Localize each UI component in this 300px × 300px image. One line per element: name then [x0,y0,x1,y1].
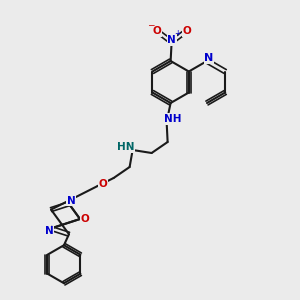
Text: O: O [152,26,161,36]
Text: N: N [167,35,176,45]
Text: O: O [81,214,89,224]
Text: N: N [204,53,214,63]
Text: N: N [45,226,53,236]
Text: NH: NH [164,114,182,124]
Text: −: − [147,20,154,29]
Text: N: N [67,196,75,206]
Text: +: + [174,29,181,38]
Text: HN: HN [117,142,134,152]
Text: O: O [98,179,107,189]
Text: O: O [182,26,191,36]
